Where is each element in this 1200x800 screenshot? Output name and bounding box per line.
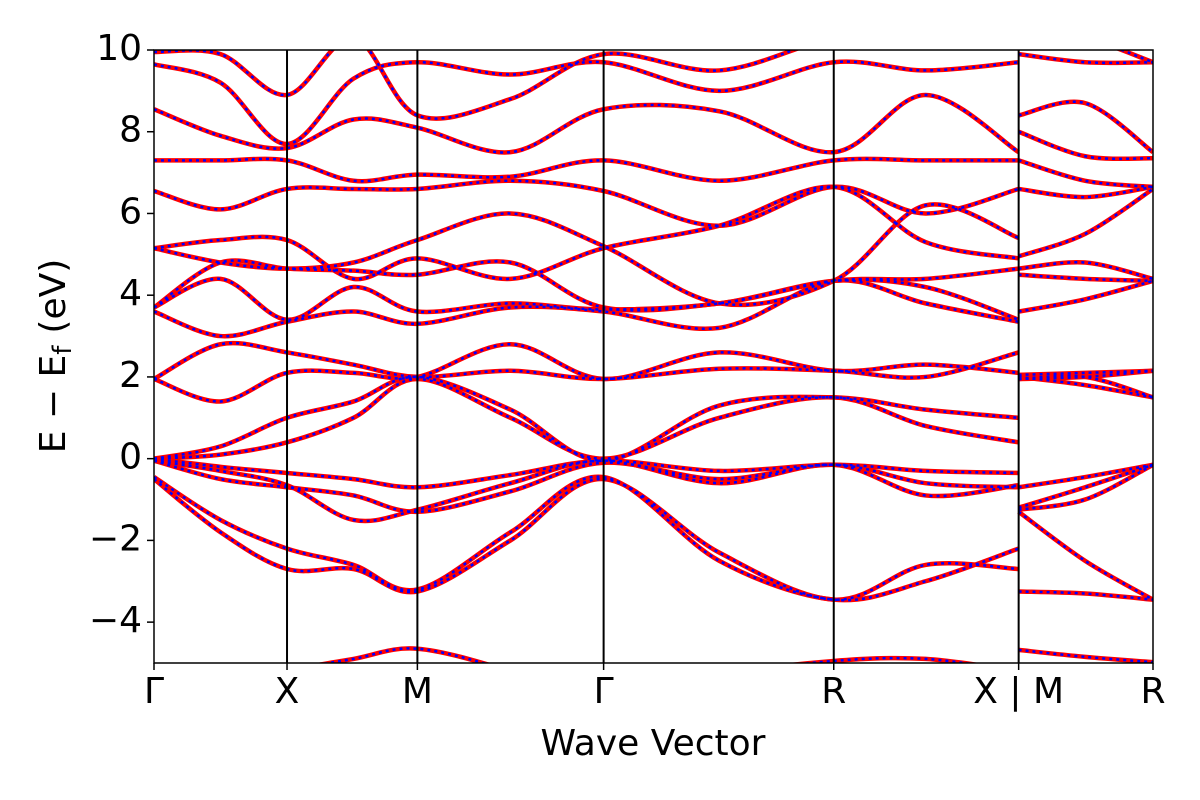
band-line	[154, 375, 1153, 462]
x-tick-label: M	[402, 671, 433, 712]
band-line	[154, 475, 1153, 602]
plot-frame	[153, 49, 1154, 664]
band-line	[154, 259, 1153, 312]
x-tick-label: Γ	[144, 671, 164, 712]
band-line	[154, 374, 1153, 463]
band-line	[154, 457, 1153, 511]
y-tick-label: 10	[96, 28, 142, 69]
band-line	[154, 130, 1153, 183]
band-line	[154, 93, 1153, 154]
band-line	[154, 185, 1153, 307]
y-tick-label: −2	[89, 518, 142, 559]
y-label-sub: f	[48, 345, 78, 355]
bands	[154, 50, 1153, 663]
band-line	[321, 647, 1153, 663]
y-tick-label: 2	[119, 355, 142, 396]
band-line	[154, 459, 1153, 523]
axes: Γ X M Γ R X | M R −4 −2 0 2 4 6 8 10	[89, 28, 1166, 712]
band-line	[154, 51, 1153, 147]
y-tick-label: −4	[89, 600, 142, 641]
band-line	[154, 184, 1153, 282]
x-axis-label: Wave Vector	[541, 723, 766, 764]
band-line	[154, 279, 1153, 338]
band-line	[154, 476, 1153, 602]
y-label-unit: (eV)	[33, 259, 74, 334]
x-tick-label: R	[821, 671, 846, 712]
y-axis-label: E − Ef (eV)	[33, 259, 78, 454]
band-line	[154, 92, 1153, 155]
band-line	[154, 477, 1153, 601]
y-tick-label: 0	[119, 437, 142, 478]
band-line	[154, 459, 1153, 514]
band-line	[154, 159, 1153, 227]
x-tick-label: X | M	[973, 671, 1064, 712]
band-line	[154, 273, 1153, 321]
x-tick-label: X	[275, 671, 300, 712]
x-tick-label: R	[1140, 671, 1165, 712]
y-tick-label: 8	[119, 110, 142, 151]
band-line	[154, 342, 1153, 403]
y-tick-label: 4	[119, 273, 142, 314]
band-line	[154, 52, 1153, 146]
y-label-main: E − E	[33, 355, 74, 454]
x-tick-label: Γ	[594, 671, 614, 712]
y-tick-label: 6	[119, 191, 142, 232]
band-line	[154, 340, 1153, 382]
band-line	[154, 185, 1153, 281]
band-line	[154, 341, 1153, 381]
band-line	[154, 50, 1153, 120]
